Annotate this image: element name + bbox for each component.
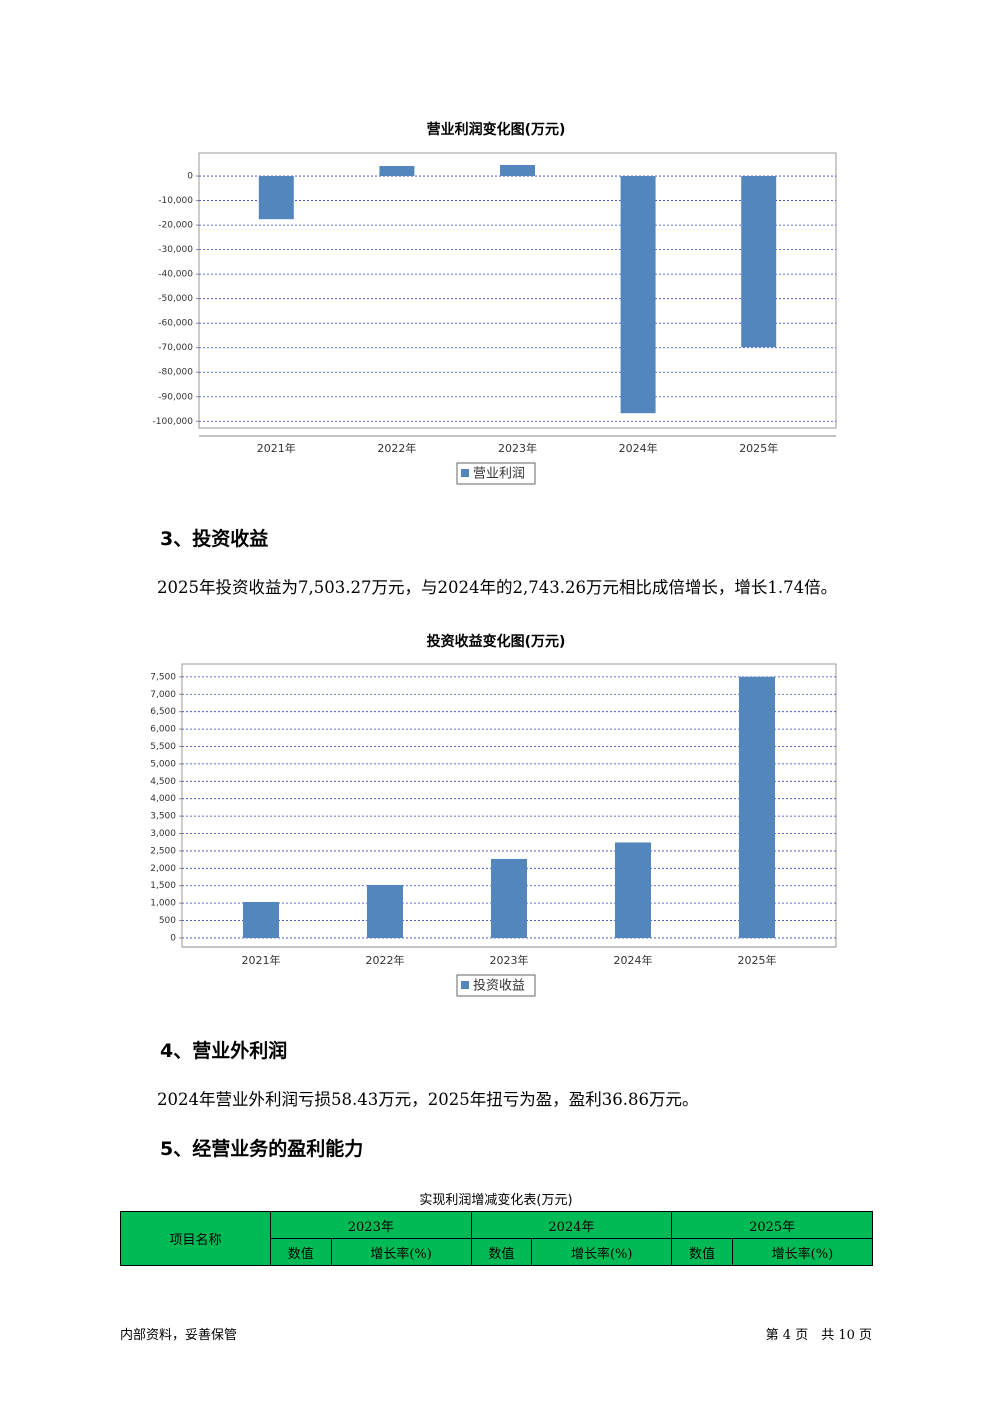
table: 项目名称 2023年 2024年 2025年 数值 增长率(%) 数值 增长率(…	[120, 1211, 874, 1266]
bar	[379, 165, 415, 177]
header-cell: 2024年	[470, 1211, 673, 1239]
bar	[491, 858, 527, 938]
y-tick-label: -30,000	[158, 245, 193, 255]
y-tick-label: 7,000	[150, 690, 176, 700]
paragraph: 2025年投资收益为7,503.27万元，与2024年的2,743.26万元相比…	[157, 578, 838, 597]
plot-frame	[198, 152, 837, 429]
legend-label: 营业利润	[473, 467, 525, 482]
section-heading: 3、投资收益	[160, 528, 269, 550]
x-tick-label: 2024年	[619, 441, 658, 455]
y-tick-label: -40,000	[158, 270, 193, 280]
legend-box	[456, 974, 536, 997]
y-tick-label: 3,500	[150, 812, 176, 822]
y-tick-label: -70,000	[158, 343, 193, 353]
x-tick-label: 2021年	[257, 441, 296, 455]
chart-title: 投资收益变化图(万元)	[427, 633, 566, 650]
y-tick-label: 2,500	[150, 846, 176, 856]
y-tick-label: -60,000	[158, 319, 193, 329]
y-tick-label: 4,500	[150, 777, 176, 787]
footer-left: 内部资料，妥善保管	[120, 1328, 238, 1343]
table-title: 实现利润增减变化表(万元)	[419, 1193, 573, 1208]
footer-right: 第 4 页 共 10 页	[765, 1328, 872, 1343]
y-tick-label: 5,000	[150, 759, 176, 769]
section-heading: 4、营业外利润	[160, 1040, 288, 1062]
y-tick-label: 0	[170, 933, 176, 943]
chart-title: 营业利润变化图(万元)	[427, 121, 566, 138]
y-tick-label: -20,000	[158, 221, 193, 231]
x-tick-label: 2022年	[377, 441, 416, 455]
x-tick-label: 2021年	[242, 953, 281, 967]
x-tick-label: 2024年	[614, 953, 653, 967]
y-tick-label: 6,000	[150, 725, 176, 735]
legend-label: 投资收益	[473, 978, 525, 994]
y-tick-label: -100,000	[153, 417, 194, 427]
y-tick-label: 3,000	[150, 829, 176, 839]
y-tick-label: 6,500	[150, 707, 176, 717]
subheader-cell: 数值	[671, 1238, 733, 1266]
section-heading: 5、经营业务的盈利能力	[160, 1138, 364, 1160]
bar	[620, 176, 656, 414]
x-tick-label: 2023年	[490, 953, 529, 967]
y-tick-label: 1,500	[150, 881, 176, 891]
y-tick-label: 4,000	[150, 794, 176, 804]
header-cell: 项目名称	[120, 1211, 271, 1266]
paragraph: 2024年营业外利润亏损58.43万元，2025年扭亏为盈，盈利36.86万元。	[157, 1090, 699, 1109]
x-tick-label: 2025年	[738, 953, 777, 967]
subheader-cell: 增长率(%)	[330, 1238, 472, 1266]
subheader-cell: 增长率(%)	[731, 1238, 874, 1266]
header-cell: 2025年	[671, 1211, 873, 1239]
bar	[243, 901, 279, 938]
header-cell: 2023年	[270, 1211, 472, 1239]
y-tick-label: -50,000	[158, 294, 193, 304]
bar	[258, 176, 294, 220]
subheader-cell: 数值	[470, 1238, 533, 1266]
legend-swatch	[461, 981, 469, 989]
bar	[741, 176, 777, 348]
bar	[500, 165, 535, 177]
y-tick-label: 0	[187, 172, 193, 182]
legend-box	[456, 462, 536, 485]
y-tick-label: -90,000	[158, 392, 193, 402]
y-tick-label: -10,000	[158, 196, 193, 206]
bar	[615, 842, 651, 938]
bar	[367, 884, 403, 938]
y-tick-label: 500	[159, 916, 176, 926]
subheader-cell: 数值	[270, 1238, 332, 1266]
y-tick-label: -80,000	[158, 368, 193, 378]
y-tick-label: 5,500	[150, 742, 176, 752]
y-tick-label: 1,000	[150, 899, 176, 909]
y-tick-label: 2,000	[150, 864, 176, 874]
bar	[739, 676, 775, 938]
y-tick-label: 7,500	[150, 672, 176, 682]
legend-swatch	[461, 469, 469, 477]
x-tick-label: 2025年	[739, 441, 778, 455]
subheader-cell: 增长率(%)	[531, 1238, 673, 1266]
x-tick-label: 2022年	[366, 953, 405, 967]
x-tick-label: 2023年	[498, 441, 537, 455]
